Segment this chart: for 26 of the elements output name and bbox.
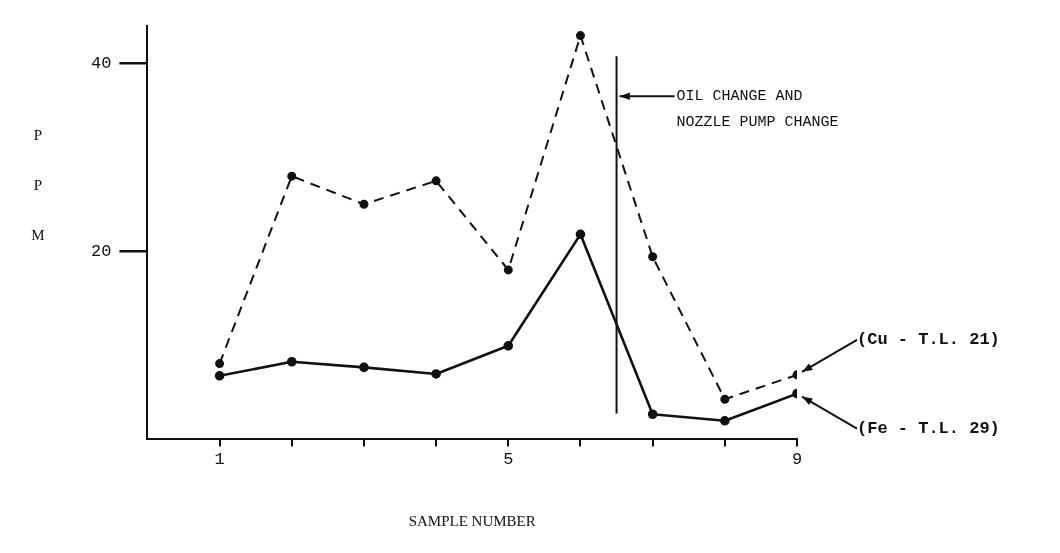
x-tick-label: 9	[791, 450, 803, 470]
point	[720, 415, 730, 426]
point	[431, 369, 441, 379]
point	[359, 362, 369, 373]
point	[575, 31, 585, 41]
point	[431, 176, 441, 186]
ref-line-label: OIL CHANGE AND NOZZLE PUMP CHANGE	[676, 88, 839, 132]
y-tick-label: 20	[91, 241, 112, 261]
x-tick-label: 5	[503, 450, 514, 470]
point	[503, 341, 514, 351]
text: PPM	[31, 127, 45, 244]
point	[214, 371, 225, 381]
x-axis-title: SAMPLE NUMBER	[408, 512, 536, 529]
point	[647, 409, 658, 420]
point	[359, 199, 369, 209]
y-tick-label: 40	[91, 54, 112, 74]
x-tick-label: 1	[214, 450, 225, 470]
point	[720, 394, 730, 404]
point	[215, 359, 225, 369]
point	[575, 229, 586, 240]
point	[503, 265, 513, 275]
point	[287, 171, 297, 181]
text: (Cu - T.L. 21)	[857, 330, 1000, 350]
point	[648, 252, 658, 262]
text: (Fe - T.L. 29)	[857, 418, 1000, 438]
point	[286, 356, 297, 367]
